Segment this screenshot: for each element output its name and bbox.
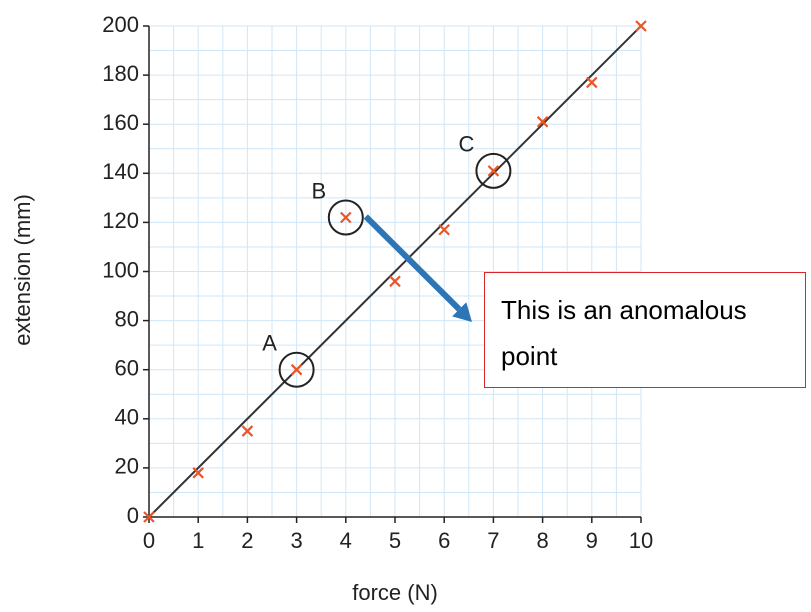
annotation-circle: [278, 351, 315, 388]
y-tick-label: 40: [115, 405, 139, 430]
y-tick-label: 180: [102, 61, 139, 86]
data-point: [340, 211, 352, 224]
data-point: [586, 76, 598, 89]
data-point: [143, 511, 155, 523]
callout-box: This is an anomalous point: [484, 272, 806, 388]
y-tick-label: 140: [102, 159, 139, 184]
y-tick-label: 0: [127, 503, 139, 528]
x-tick-label: 9: [586, 528, 598, 553]
data-point: [192, 467, 204, 479]
y-tick-label: 160: [102, 110, 139, 135]
y-tick-label: 60: [115, 356, 139, 381]
callout-arrowhead: [452, 302, 472, 322]
y-tick-label: 80: [115, 306, 139, 331]
y-tick-label: 200: [102, 12, 139, 37]
x-axis-label: force (N): [352, 580, 438, 605]
x-tick-label: 1: [192, 528, 204, 553]
best-fit-line: [148, 25, 642, 518]
annotation-circle: [475, 152, 512, 189]
annotation-label: B: [311, 178, 326, 203]
y-tick-label: 100: [102, 257, 139, 282]
x-tick-label: 0: [143, 528, 155, 553]
annotation-label: A: [262, 331, 277, 356]
x-tick-label: 6: [438, 528, 450, 553]
x-tick-label: 4: [340, 528, 352, 553]
x-tick-label: 2: [241, 528, 253, 553]
annotation-circle: [327, 199, 364, 236]
data-point: [241, 425, 254, 437]
data-point: [536, 115, 549, 128]
x-tick-label: 7: [487, 528, 499, 553]
x-tick-label: 5: [389, 528, 401, 553]
x-tick-label: 10: [629, 528, 653, 553]
y-tick-label: 120: [102, 208, 139, 233]
data-point: [487, 165, 500, 177]
y-axis-label: extension (mm): [10, 194, 35, 346]
x-tick-label: 8: [536, 528, 548, 553]
data-point: [438, 223, 450, 236]
data-point: [389, 275, 401, 288]
data-point: [290, 363, 303, 376]
callout-arrow: [363, 214, 462, 312]
x-tick-label: 3: [290, 528, 302, 553]
data-point: [635, 20, 647, 32]
annotation-label: C: [458, 132, 474, 157]
y-tick-label: 20: [115, 454, 139, 479]
